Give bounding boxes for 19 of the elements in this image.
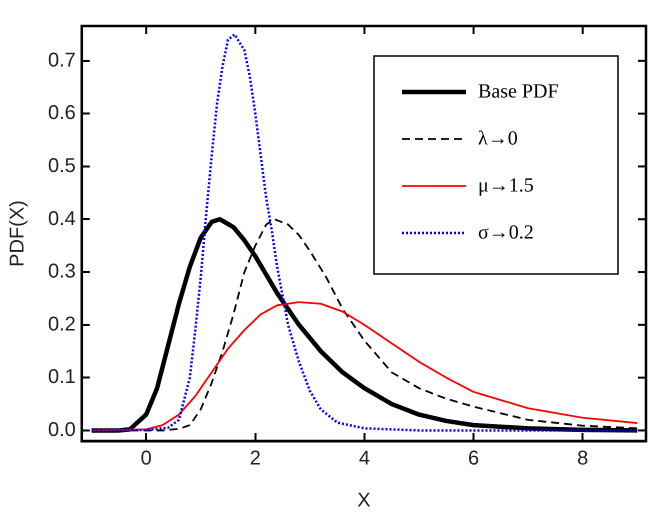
x-tick-label: 0	[140, 448, 152, 470]
y-tick-label: 0.3	[48, 260, 76, 283]
x-tick-label: 8	[577, 448, 588, 470]
y-tick-label: 0.6	[48, 102, 76, 124]
legend-label: σ→0.2	[478, 221, 534, 244]
legend-label: λ→0	[478, 127, 518, 150]
x-tick-label: 4	[358, 448, 370, 470]
y-tick-label: 0.2	[48, 313, 76, 336]
legend-label: Base PDF	[478, 80, 559, 102]
y-tick-label: 0.4	[48, 208, 76, 230]
x-tick-label: 2	[250, 448, 261, 470]
y-tick-label: 0.1	[48, 366, 76, 388]
legend-label: μ→1.5	[478, 174, 534, 196]
y-tick-label: 0.7	[48, 49, 76, 72]
y-axis-title: PDF(X)	[6, 200, 29, 267]
y-tick-label: 0.5	[48, 154, 76, 177]
x-axis-title: X	[357, 490, 371, 512]
x-tick-label: 6	[468, 448, 480, 470]
y-tick-label: 0.0	[48, 418, 76, 441]
